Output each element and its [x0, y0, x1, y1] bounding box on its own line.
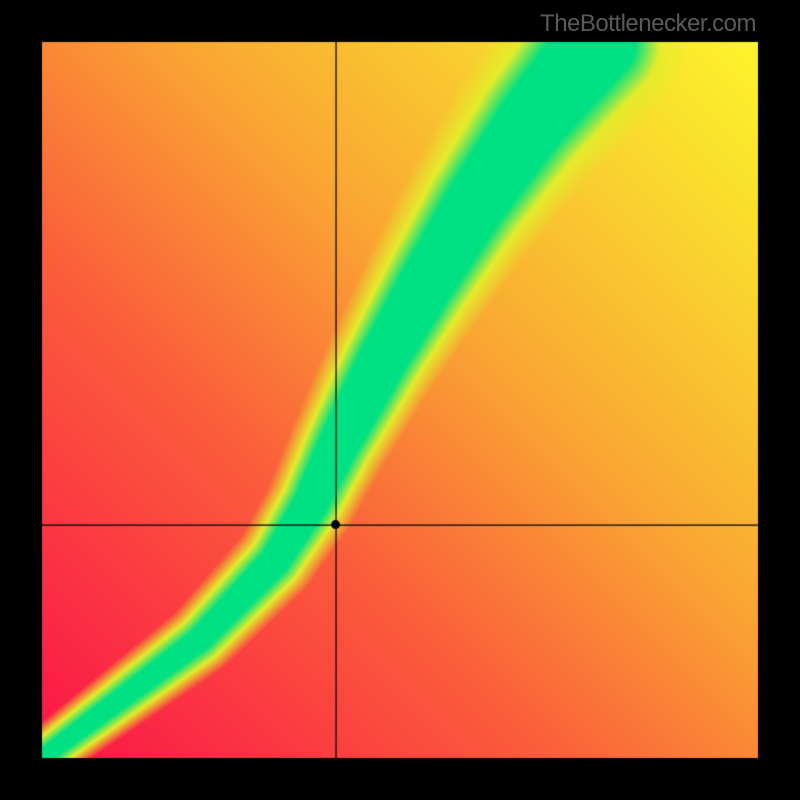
- chart-container: TheBottlenecker.com: [0, 0, 800, 800]
- watermark-text: TheBottlenecker.com: [540, 10, 756, 38]
- heatmap-canvas: [0, 0, 800, 800]
